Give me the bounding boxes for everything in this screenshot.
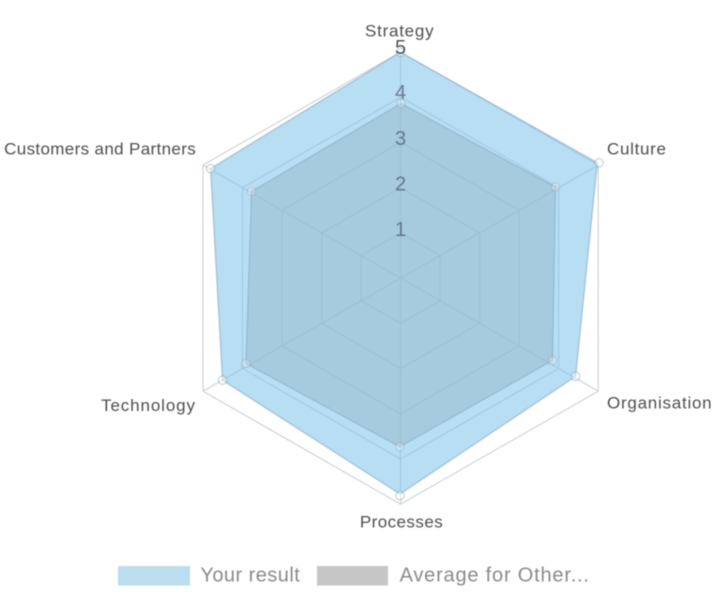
svg-text:Your result: Your result [200,565,300,587]
svg-text:4: 4 [395,82,406,104]
svg-text:5: 5 [395,37,406,59]
svg-text:Strategy: Strategy [365,21,434,40]
svg-text:Processes: Processes [360,513,443,532]
svg-text:Technology: Technology [101,396,196,415]
svg-text:Culture: Culture [607,140,667,159]
svg-text:Average for Other...: Average for Other... [400,565,590,587]
svg-text:Organisation: Organisation [607,394,712,413]
svg-text:2: 2 [395,174,406,196]
svg-text:Customers and Partners: Customers and Partners [4,140,196,159]
svg-text:1: 1 [395,219,406,241]
svg-text:3: 3 [395,128,406,150]
